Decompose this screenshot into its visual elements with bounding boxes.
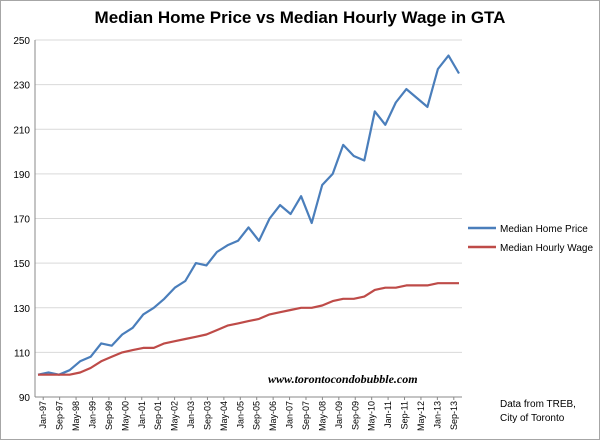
x-tick-label: Sep-05 bbox=[252, 401, 262, 430]
x-tick-label: Sep-03 bbox=[202, 401, 212, 430]
x-tick-label: May-10 bbox=[367, 401, 377, 431]
x-tick-label: May-06 bbox=[268, 401, 278, 431]
x-tick-label: Jan-13 bbox=[432, 401, 442, 429]
x-tick-label: Jan-09 bbox=[334, 401, 344, 429]
x-tick-label: Sep-07 bbox=[301, 401, 311, 430]
x-tick-label: Jan-11 bbox=[383, 401, 393, 428]
y-tick-label: 250 bbox=[13, 36, 30, 47]
watermark-text: www.torontocondobubble.com bbox=[268, 372, 418, 386]
x-tick-label: Jan-03 bbox=[186, 401, 196, 429]
y-tick-label: 110 bbox=[14, 348, 30, 359]
x-tick-label: May-02 bbox=[170, 401, 180, 431]
y-tick-label: 130 bbox=[13, 304, 30, 315]
y-tick-label: 230 bbox=[13, 81, 30, 92]
x-tick-label: Jan-05 bbox=[235, 401, 245, 429]
x-tick-label: Jan-99 bbox=[87, 401, 97, 429]
x-tick-label: Jan-97 bbox=[38, 401, 48, 429]
x-tick-label: Jan-01 bbox=[137, 401, 147, 429]
x-tick-label: Sep-97 bbox=[55, 401, 65, 430]
series-line-1 bbox=[38, 282, 459, 376]
y-tick-label: 190 bbox=[13, 170, 30, 181]
x-tick-label: May-98 bbox=[71, 401, 81, 431]
legend-label-0: Median Home Price bbox=[500, 224, 588, 235]
x-tick-label: Sep-99 bbox=[104, 401, 114, 430]
source-note-line-2: City of Toronto bbox=[500, 413, 565, 424]
y-tick-label: 210 bbox=[13, 125, 30, 136]
legend-label-1: Median Hourly Wage bbox=[500, 243, 593, 254]
x-tick-label: Sep-13 bbox=[449, 401, 459, 430]
x-tick-label: May-00 bbox=[120, 401, 130, 431]
series-line-0 bbox=[37, 54, 460, 376]
x-tick-label: Jan-07 bbox=[285, 401, 295, 429]
y-tick-label: 90 bbox=[19, 393, 31, 404]
y-tick-label: 150 bbox=[13, 259, 30, 270]
x-tick-label: May-12 bbox=[416, 401, 426, 431]
y-tick-label: 170 bbox=[13, 215, 30, 226]
source-note: Data from TREB, City of Toronto bbox=[500, 398, 576, 426]
x-tick-label: Sep-11 bbox=[400, 401, 410, 429]
x-tick-label: May-04 bbox=[219, 401, 229, 431]
source-note-line-1: Data from TREB, bbox=[500, 399, 576, 410]
x-tick-label: May-08 bbox=[317, 401, 327, 431]
chart-title: Median Home Price vs Median Hourly Wage … bbox=[94, 8, 506, 27]
x-tick-label: Sep-09 bbox=[350, 401, 360, 430]
x-tick-label: Sep-01 bbox=[153, 401, 163, 430]
